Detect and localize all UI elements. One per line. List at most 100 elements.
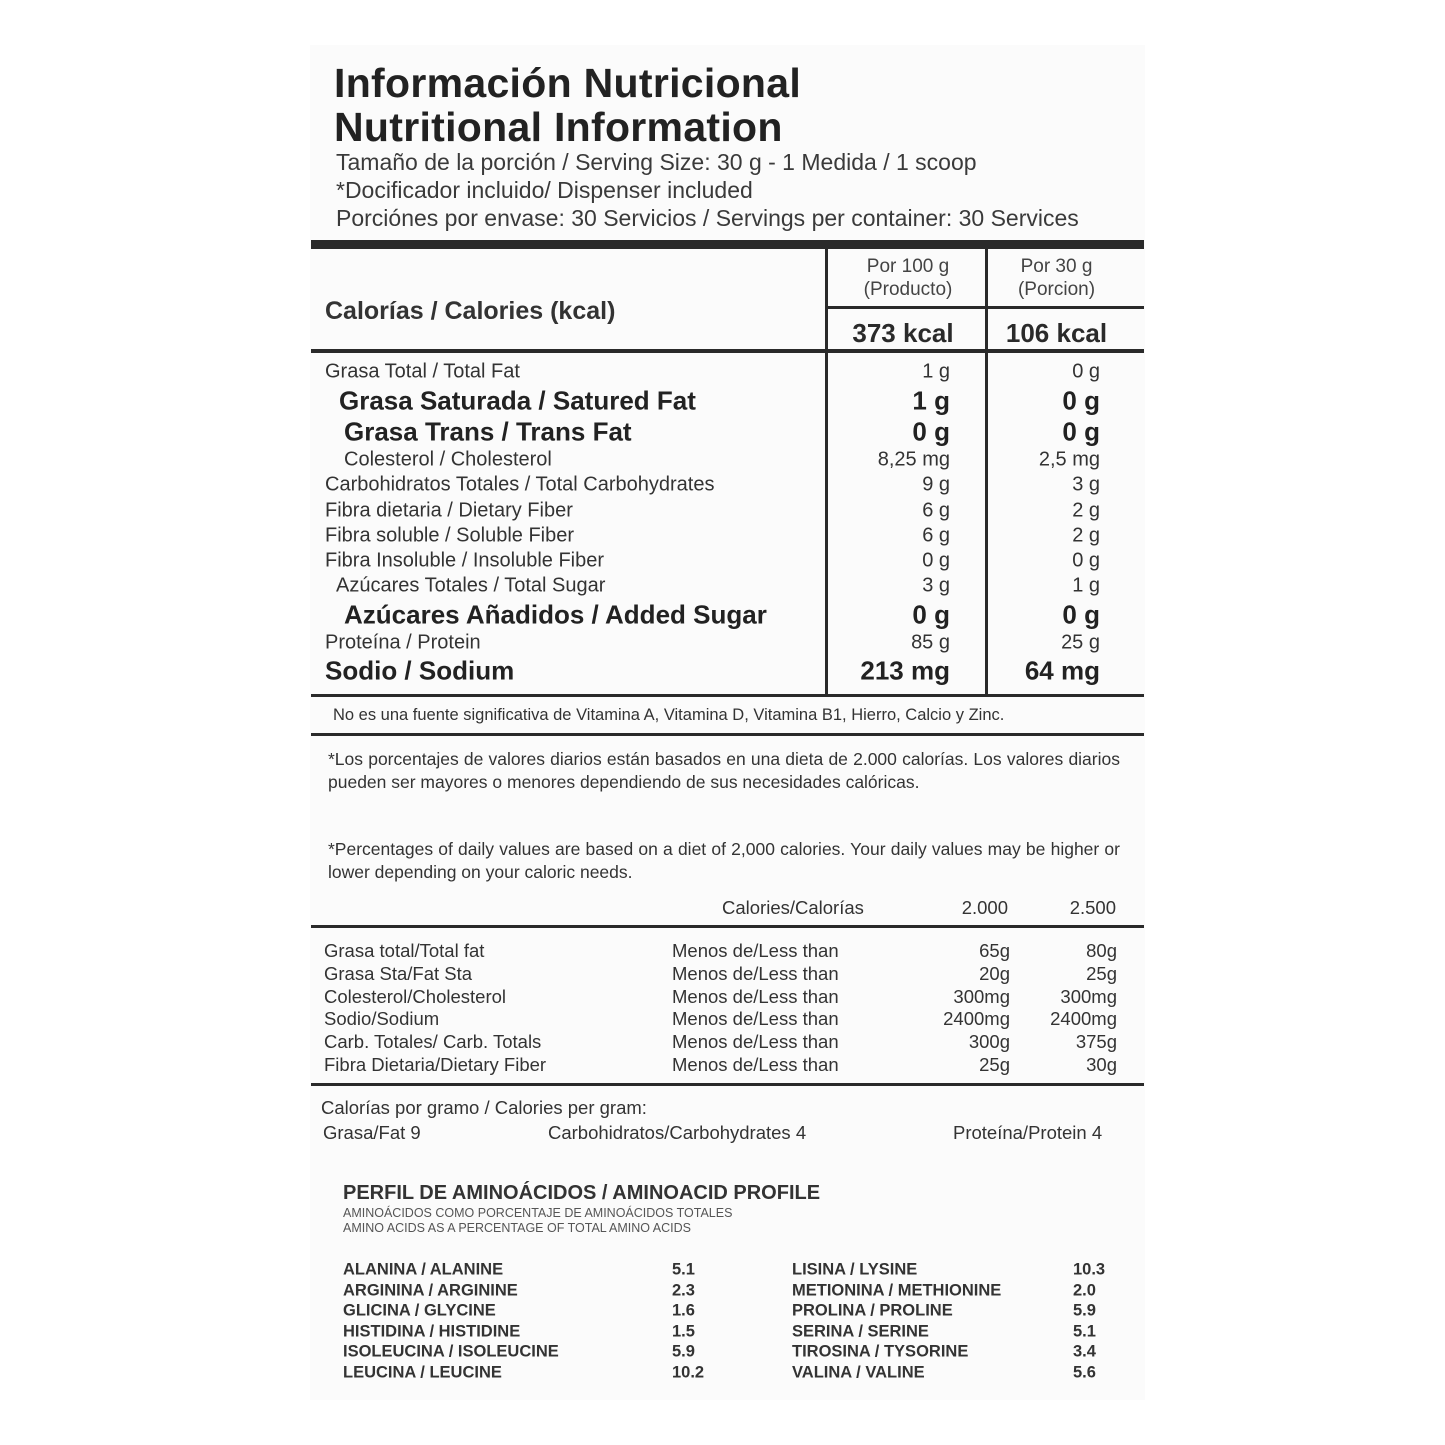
amino-value: 5.9 xyxy=(672,1342,695,1361)
amino-value: 5.1 xyxy=(672,1260,695,1279)
nutrient-label: Colesterol / Cholesterol xyxy=(344,448,552,471)
divider xyxy=(311,240,1144,249)
amino-name: ISOLEUCINA / ISOLEUCINE xyxy=(343,1342,559,1361)
dv-2000: 20g xyxy=(979,962,1010,984)
nutrient-per100: 213 mg xyxy=(860,655,950,686)
amino-name: SERINA / SERINE xyxy=(792,1322,929,1340)
calories-per-gram-carbs: Carbohidratos/Carbohydrates 4 xyxy=(548,1122,807,1143)
nutrient-label: Azúcares Añadidos / Added Sugar xyxy=(344,599,767,630)
nutrient-per100: 6 g xyxy=(922,524,950,547)
nutrient-label: Carbohidratos Totales / Total Carbohydra… xyxy=(325,473,715,496)
nutrient-per30: 0 g xyxy=(1072,360,1100,383)
nutrition-label xyxy=(310,45,1145,1400)
nutrient-per30: 0 g xyxy=(1062,416,1100,447)
title-spanish: Información Nutricional xyxy=(334,60,802,106)
nutrient-label: Grasa Trans / Trans Fat xyxy=(344,416,632,447)
column-divider xyxy=(825,249,828,696)
amino-value: 1.5 xyxy=(672,1322,695,1340)
footnote-english: *Percentages of daily values are based o… xyxy=(328,839,1120,882)
amino-name: LEUCINA / LEUCINE xyxy=(343,1363,502,1381)
amino-value: 5.9 xyxy=(1073,1301,1096,1320)
amino-name: GLICINA / GLYCINE xyxy=(343,1301,496,1320)
per100-header-line2: (Producto) xyxy=(863,279,953,300)
dv-2000: 300mg xyxy=(953,985,1010,1007)
dv-qualifier: Menos de/Less than xyxy=(672,940,839,961)
amino-value: 5.6 xyxy=(1073,1363,1096,1381)
not-significant-note: No es una fuente significativa de Vitami… xyxy=(333,706,1005,724)
dv-qualifier: Menos de/Less than xyxy=(672,1031,839,1053)
nutrient-per100: 0 g xyxy=(912,416,950,447)
nutrient-label: Fibra soluble / Soluble Fiber xyxy=(325,524,575,547)
servings-per-container: Porciónes por envase: 30 Servicios / Ser… xyxy=(336,205,1079,231)
dv-header-label: Calories/Calorías xyxy=(722,897,864,918)
dv-label: Grasa Sta/Fat Sta xyxy=(324,962,473,984)
calories-per-gram-protein: Proteína/Protein 4 xyxy=(953,1122,1103,1143)
nutrient-per30: 2 g xyxy=(1072,499,1100,522)
amino-value: 2.0 xyxy=(1073,1281,1096,1299)
dv-2500: 30g xyxy=(1086,1054,1117,1075)
amino-name: ARGININA / ARGININE xyxy=(343,1281,518,1299)
nutrient-per30: 2 g xyxy=(1072,524,1100,547)
nutrient-per30: 0 g xyxy=(1062,599,1100,630)
calories-per-gram-fat: Grasa/Fat 9 xyxy=(323,1122,421,1143)
calories-label: Calorías / Calories (kcal) xyxy=(325,297,616,325)
nutrient-per100: 0 g xyxy=(912,599,950,630)
amino-name: ALANINA / ALANINE xyxy=(343,1260,504,1279)
amino-profile-title: PERFIL DE AMINOÁCIDOS / AMINOACID PROFIL… xyxy=(343,1182,821,1204)
divider xyxy=(311,349,1144,353)
per100-header: Por 100 g (Producto) xyxy=(829,255,987,301)
nutrient-label: Fibra Insoluble / Insoluble Fiber xyxy=(325,549,605,572)
nutrient-label: Azúcares Totales / Total Sugar xyxy=(336,574,606,597)
title-english: Nutritional Information xyxy=(334,104,783,150)
amino-value: 5.1 xyxy=(1073,1322,1096,1340)
nutrient-label: Proteína / Protein xyxy=(325,631,481,654)
divider xyxy=(311,733,1144,736)
amino-name: VALINA / VALINE xyxy=(792,1363,925,1381)
dv-label: Grasa total/Total fat xyxy=(324,940,485,961)
serving-size: Tamaño de la porción / Serving Size: 30 … xyxy=(336,149,977,175)
calories-per30: 106 kcal xyxy=(1005,318,1108,348)
nutrient-per30: 1 g xyxy=(1072,574,1100,597)
dv-2500: 25g xyxy=(1086,962,1117,984)
calories-per-gram-label: Calorías por gramo / Calories per gram: xyxy=(321,1097,647,1118)
nutrient-per100: 85 g xyxy=(911,631,950,654)
dv-2000: 2400mg xyxy=(943,1008,1010,1030)
dv-label: Carb. Totales/ Carb. Totals xyxy=(324,1031,542,1053)
dv-header-2500: 2.500 xyxy=(1069,897,1116,918)
per30-header-line2: (Porcion) xyxy=(1017,279,1096,300)
column-divider xyxy=(985,249,988,696)
nutrient-label: Sodio / Sodium xyxy=(325,655,515,686)
amino-name: PROLINA / PROLINE xyxy=(792,1301,953,1320)
dv-2000: 300g xyxy=(968,1031,1010,1053)
nutrient-per100: 1 g xyxy=(912,385,950,416)
amino-name: HISTIDINA / HISTIDINE xyxy=(343,1322,521,1340)
nutrient-per30: 25 g xyxy=(1061,631,1100,654)
nutrient-per30: 2,5 mg xyxy=(1038,448,1100,471)
nutrient-label: Grasa Total / Total Fat xyxy=(325,360,520,383)
per100-header-line1: Por 100 g xyxy=(866,256,950,277)
dispenser-note: *Docificador incluido/ Dispenser include… xyxy=(336,177,753,203)
amino-value: 10.3 xyxy=(1073,1260,1106,1279)
nutrient-label: Grasa Saturada / Satured Fat xyxy=(339,385,696,416)
per30-header-line1: Por 30 g xyxy=(1020,256,1093,277)
dv-label: Fibra Dietaria/Dietary Fiber xyxy=(324,1054,547,1075)
calories-per100: 373 kcal xyxy=(852,318,954,348)
amino-name: LISINA / LYSINE xyxy=(792,1260,918,1279)
nutrient-per100: 9 g xyxy=(922,473,950,496)
dv-2500: 375g xyxy=(1075,1031,1117,1053)
divider xyxy=(311,694,1144,697)
dv-2000: 25g xyxy=(979,1054,1010,1075)
nutrient-per100: 8,25 mg xyxy=(877,448,950,471)
amino-value: 10.2 xyxy=(672,1363,705,1381)
amino-subtitle-english: AMINO ACIDS AS A PERCENTAGE OF TOTAL AMI… xyxy=(343,1221,692,1235)
nutrient-per30: 0 g xyxy=(1062,385,1100,416)
amino-value: 3.4 xyxy=(1073,1342,1096,1361)
dv-2500: 80g xyxy=(1086,940,1117,961)
dv-2000: 65g xyxy=(979,940,1010,961)
nutrient-per30: 3 g xyxy=(1072,473,1100,496)
amino-subtitle-spanish: AMINOÁCIDOS COMO PORCENTAJE DE AMINOÁCID… xyxy=(343,1206,733,1220)
dv-2500: 2400mg xyxy=(1050,1008,1117,1030)
dv-2500: 300mg xyxy=(1060,985,1117,1007)
nutrient-per100: 1 g xyxy=(922,360,950,383)
dv-qualifier: Menos de/Less than xyxy=(672,985,839,1007)
